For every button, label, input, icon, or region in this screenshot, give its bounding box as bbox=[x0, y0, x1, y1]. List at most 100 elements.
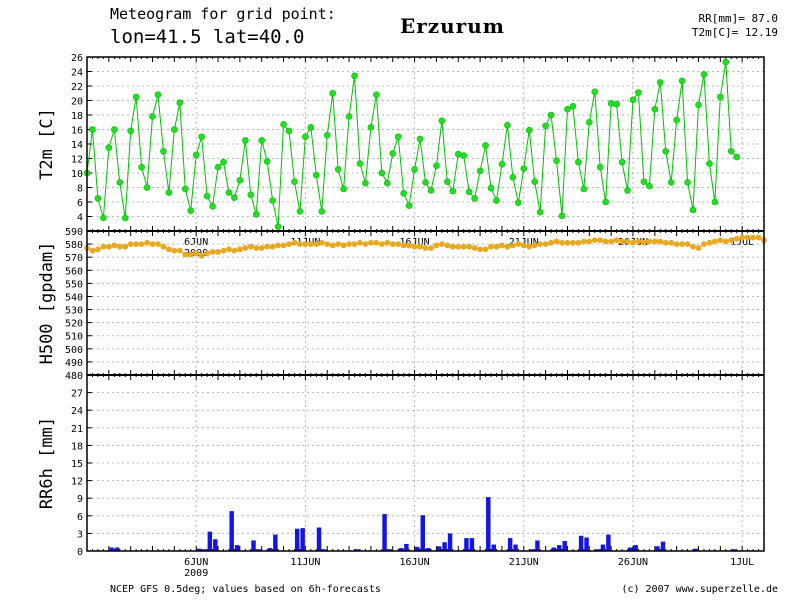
t2m-data-point bbox=[454, 150, 462, 158]
h500-data-point bbox=[542, 241, 549, 247]
t2m-data-point bbox=[520, 165, 528, 172]
y-tick-label: 3 bbox=[77, 529, 83, 540]
y-tick-label: 12 bbox=[71, 477, 83, 488]
t2m-data-point bbox=[318, 208, 326, 215]
h500-panel: 480 490 500 510 520 530 540 550 560 570 580 590 H500… bbox=[37, 227, 767, 382]
h500-data-point bbox=[149, 241, 156, 247]
y-tick-label: 510 bbox=[65, 332, 83, 343]
h500-data-point bbox=[187, 251, 194, 258]
y-tick-label: 8 bbox=[77, 184, 83, 195]
t2m-data-point bbox=[296, 208, 304, 215]
h500-data-point bbox=[105, 243, 112, 250]
h500-data-point bbox=[750, 234, 756, 241]
rr6h-bar bbox=[660, 541, 666, 551]
h500-data-point bbox=[324, 241, 331, 247]
x-tick-label: 1JUL bbox=[730, 557, 754, 568]
t2m-data-point bbox=[171, 126, 178, 133]
h500-data-point bbox=[89, 247, 96, 254]
t2m-data-point bbox=[89, 126, 96, 133]
t2m-data-point bbox=[706, 160, 713, 167]
y-tick-label: 12 bbox=[71, 155, 83, 166]
t2m-data-point bbox=[373, 91, 380, 98]
rr6h-bar bbox=[551, 547, 557, 551]
t2m-data-point bbox=[127, 127, 134, 135]
t2m-data-point bbox=[667, 179, 675, 186]
h500-data-point bbox=[351, 241, 358, 247]
h500-data-point bbox=[95, 246, 101, 253]
rr6h-bar bbox=[731, 549, 737, 551]
h500-data-point bbox=[269, 243, 276, 250]
t2m-data-point bbox=[258, 137, 266, 144]
rr6h-bar bbox=[294, 528, 300, 551]
t2m-data-point bbox=[504, 121, 511, 129]
h500-data-point bbox=[291, 239, 298, 246]
y-tick-label: 530 bbox=[65, 306, 83, 317]
h500-data-point bbox=[602, 238, 609, 245]
h500-data-point bbox=[160, 243, 167, 250]
h500-data-point bbox=[373, 239, 380, 246]
h500-data-point bbox=[307, 241, 314, 247]
t2m-data-point bbox=[416, 135, 424, 143]
y-tick-label: 21 bbox=[71, 424, 83, 435]
y-tick-label: 16 bbox=[71, 126, 83, 137]
y-tick-label: 6 bbox=[77, 512, 83, 523]
t2m-data-point bbox=[471, 195, 478, 202]
t2m-data-point bbox=[635, 89, 642, 96]
h500-data-point bbox=[537, 241, 544, 247]
h500-data-point bbox=[613, 237, 620, 244]
t2m-data-point bbox=[280, 121, 287, 128]
rr6h-bar bbox=[628, 547, 633, 551]
rr6h-bar bbox=[300, 528, 305, 551]
rr6h-bar bbox=[382, 514, 387, 551]
t2m-data-point bbox=[422, 179, 429, 186]
h500-data-point bbox=[368, 239, 374, 246]
rr6h-bar bbox=[491, 544, 496, 551]
t2m-data-point bbox=[176, 99, 184, 106]
t2m-data-point bbox=[476, 167, 484, 175]
t2m-data-point bbox=[531, 178, 538, 185]
h500-data-point bbox=[449, 243, 456, 250]
t2m-data-point bbox=[116, 179, 124, 186]
y-tick-label: 590 bbox=[65, 227, 83, 238]
h500-data-point bbox=[220, 247, 227, 254]
t2m-data-point bbox=[362, 179, 369, 187]
h500-data-point bbox=[646, 238, 653, 245]
t2m-data-point bbox=[105, 144, 113, 151]
h500-data-point bbox=[630, 239, 636, 246]
rr6h-bar bbox=[447, 533, 453, 551]
h500-data-point bbox=[417, 243, 423, 250]
h500-data-point bbox=[706, 239, 713, 246]
rr6h-bar bbox=[398, 548, 404, 551]
rr6h-bar bbox=[355, 549, 360, 551]
rr6h-bar bbox=[426, 548, 431, 551]
h500-data-point bbox=[182, 251, 189, 258]
t2m-data-point bbox=[121, 214, 129, 222]
t2m-data-point bbox=[340, 185, 347, 193]
t2m-data-point bbox=[367, 124, 375, 131]
rr6h-bar bbox=[229, 511, 234, 551]
rr6h-bar bbox=[633, 545, 638, 551]
h500-data-point bbox=[247, 243, 254, 250]
h500-data-point bbox=[122, 243, 129, 250]
t2m-data-point bbox=[231, 194, 238, 201]
h500-data-point bbox=[640, 239, 647, 246]
h500-data-point bbox=[138, 241, 145, 247]
y-tick-label: 27 bbox=[71, 389, 83, 400]
h500-data-point bbox=[236, 246, 243, 253]
y-tick-label: 550 bbox=[65, 279, 83, 290]
h500-data-point bbox=[597, 237, 604, 244]
t2m-data-point bbox=[662, 147, 670, 155]
h500-data-point bbox=[286, 241, 292, 247]
t2m-data-point bbox=[525, 126, 533, 134]
t2m-data-point bbox=[733, 153, 741, 161]
h500-data-point bbox=[482, 246, 489, 253]
h500-data-point bbox=[651, 238, 658, 245]
t2m-data-point bbox=[378, 169, 386, 177]
t2m-data-point bbox=[181, 185, 189, 193]
y-tick-label: 18 bbox=[71, 441, 83, 452]
t2m-data-point bbox=[313, 171, 320, 179]
h500-data-point bbox=[488, 243, 494, 250]
h500-data-point bbox=[171, 247, 178, 254]
t2m-data-point bbox=[356, 160, 364, 167]
h500-data-point bbox=[504, 243, 511, 250]
